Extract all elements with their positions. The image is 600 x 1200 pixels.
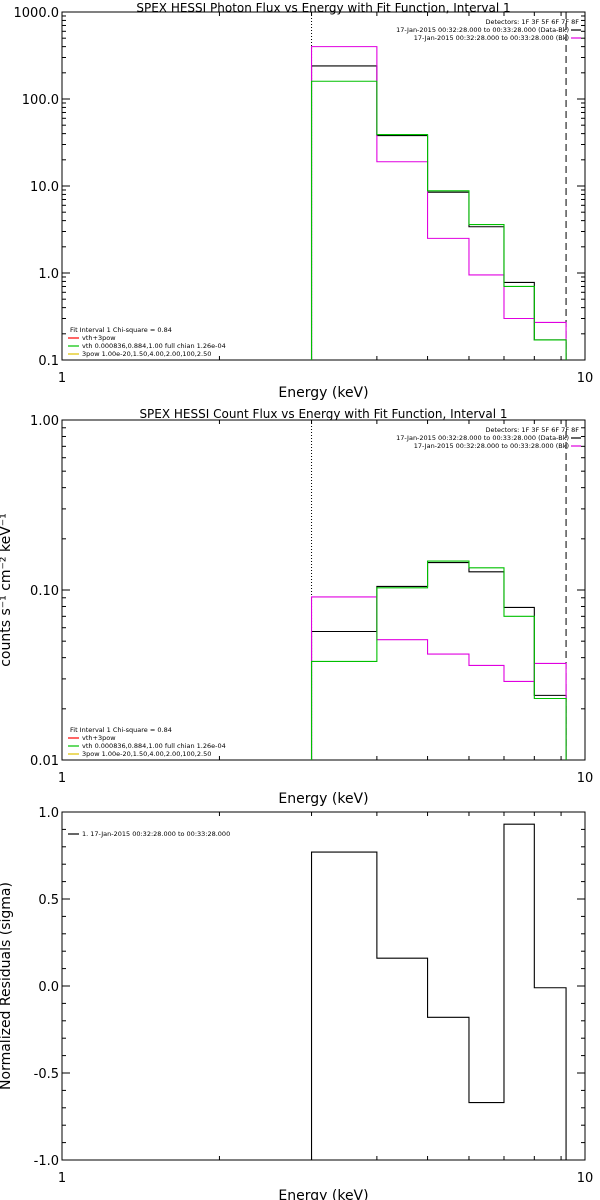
legend-right-entry: Detectors: 1F 3F 5F 6F 7F 8F — [485, 18, 579, 26]
legend-right-entry: 17-Jan-2015 00:32:28.000 to 00:33:28.000… — [396, 26, 569, 34]
x-axis-label: Energy (keV) — [278, 1188, 368, 1200]
series-3-histogram — [310, 80, 567, 360]
x-tick-label: 10 — [577, 771, 594, 786]
legend-left-entry: 3pow 1.00e-20,1.50,4.00,2.00,100,2.50 — [82, 350, 211, 358]
legend-left-entry: Fit Interval 1 Chi-square = 0.84 — [70, 726, 172, 734]
y-tick-label: 0.10 — [30, 584, 59, 599]
y-tick-label: 10.0 — [30, 180, 59, 195]
y-tick-label: 0.01 — [30, 754, 59, 769]
chart-panel-2: SPEX HESSI Count Flux vs Energy with Fit… — [0, 407, 593, 807]
chart-title: SPEX HESSI Photon Flux vs Energy with Fi… — [136, 1, 510, 15]
series-2-histogram — [310, 46, 567, 360]
legend-right-entry: 17-Jan-2015 00:32:28.000 to 00:33:28.000… — [414, 34, 569, 42]
series-3-histogram — [310, 560, 567, 760]
y-tick-label: 1000.0 — [14, 6, 60, 21]
x-tick-label: 1 — [58, 1171, 66, 1186]
chart-title: SPEX HESSI Count Flux vs Energy with Fit… — [139, 407, 507, 421]
legend-right-entry: 17-Jan-2015 00:32:28.000 to 00:33:28.000… — [396, 434, 569, 442]
y-tick-label: 0.5 — [38, 893, 59, 908]
x-tick-label: 10 — [577, 371, 594, 386]
legend-left-entry: vth 0.000836,0.884,1.00 full chian 1.26e… — [82, 342, 226, 350]
x-axis-label: Energy (keV) — [278, 791, 368, 807]
y-tick-label: -1.0 — [34, 1154, 59, 1169]
y-tick-label: -0.5 — [34, 1067, 59, 1082]
x-tick-label: 1 — [58, 371, 66, 386]
series-2-histogram — [310, 596, 567, 760]
x-axis-label: Energy (keV) — [278, 385, 368, 401]
y-tick-label: 100.0 — [22, 93, 59, 108]
y-axis-label: Normalized Residuals (sigma) — [0, 882, 14, 1090]
plot-frame — [61, 419, 586, 761]
legend-left-entry: 3pow 1.00e-20,1.50,4.00,2.00,100,2.50 — [82, 750, 211, 758]
plot-frame — [61, 811, 586, 1161]
y-tick-label: 0.0 — [38, 980, 59, 995]
plot-frame — [61, 11, 586, 361]
series-1-histogram — [310, 823, 567, 1160]
legend-left-entry: vth 0.000836,0.884,1.00 full chian 1.26e… — [82, 742, 226, 750]
y-tick-label: 1.0 — [38, 806, 59, 821]
chart-panel-1: SPEX HESSI Photon Flux vs Energy with Fi… — [14, 1, 594, 401]
legend-left-entry: vth+3pow — [82, 334, 116, 342]
legend-left-entry: 1. 17-Jan-2015 00:32:28.000 to 00:33:28.… — [82, 830, 230, 838]
y-tick-label: 1.0 — [38, 267, 59, 282]
y-tick-label: 1.00 — [30, 414, 59, 429]
x-tick-label: 10 — [577, 1171, 594, 1186]
legend-left-entry: vth+3pow — [82, 734, 116, 742]
series-1-histogram — [310, 65, 567, 360]
chart-panel-3: Energy (keV) Normalized Residuals (sigma)… — [0, 806, 593, 1200]
y-tick-label: 0.1 — [38, 354, 59, 369]
legend-right-entry: 17-Jan-2015 00:32:28.000 to 00:33:28.000… — [414, 442, 569, 450]
y-axis-label: counts s⁻¹ cm⁻² keV⁻¹ — [0, 513, 14, 667]
legend-left-entry: Fit Interval 1 Chi-square = 0.84 — [70, 326, 172, 334]
x-tick-label: 1 — [58, 771, 66, 786]
legend-right-entry: Detectors: 1F 3F 5F 6F 7F 8F — [485, 426, 579, 434]
